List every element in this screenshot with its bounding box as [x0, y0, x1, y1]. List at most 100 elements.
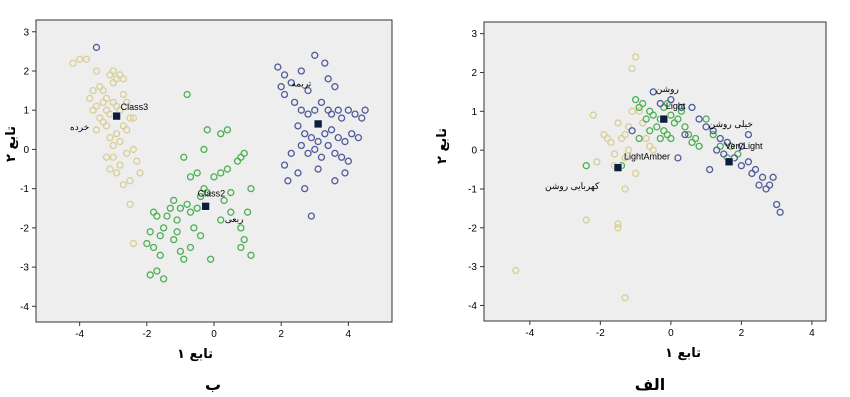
chart-panel-0: -4 -2 0 2 4 3 2 1 0 -1 -2 -3 -4 Class3 Class2 خرده ربعی ت…	[4, 19, 393, 394]
data-point	[176, 247, 185, 256]
data-point	[614, 220, 622, 228]
data-point	[86, 94, 94, 103]
data-point	[361, 106, 369, 114]
data-point	[106, 165, 114, 173]
data-point	[186, 243, 195, 252]
data-point	[358, 114, 366, 122]
data-point	[280, 161, 289, 169]
group-annotation: خرده	[70, 122, 89, 133]
data-point	[702, 123, 710, 131]
data-point	[614, 224, 622, 232]
data-point	[227, 208, 235, 216]
data-point	[334, 106, 342, 114]
y-tick-label: 0	[23, 145, 29, 156]
data-point	[119, 181, 127, 189]
y-tick-label: 3	[23, 27, 29, 38]
data-point	[744, 158, 753, 166]
data-point	[772, 200, 781, 209]
data-point	[247, 184, 255, 193]
data-point	[170, 235, 178, 244]
data-point	[512, 266, 520, 275]
data-point	[173, 228, 181, 236]
data-point	[301, 184, 309, 193]
data-point	[621, 185, 629, 193]
data-point	[190, 224, 198, 232]
data-point	[677, 103, 686, 112]
data-point	[705, 165, 714, 174]
data-point	[280, 71, 289, 79]
data-point	[744, 130, 753, 139]
data-point	[99, 118, 107, 126]
data-point	[649, 88, 657, 96]
panel-caption: الف	[635, 375, 666, 394]
data-point	[709, 127, 717, 135]
data-point	[203, 188, 211, 197]
data-point	[642, 115, 650, 123]
data-point	[112, 130, 121, 138]
data-point	[317, 98, 326, 107]
data-point	[287, 79, 295, 87]
y-tick-label: -4	[468, 301, 477, 312]
data-point	[196, 232, 205, 240]
data-point	[304, 86, 312, 95]
data-point	[136, 169, 144, 177]
data-point	[667, 134, 675, 143]
data-point	[341, 137, 349, 146]
x-tick-label: 0	[211, 329, 217, 340]
data-point	[206, 255, 215, 263]
data-point	[758, 173, 767, 181]
data-point	[146, 271, 154, 279]
data-point	[716, 134, 724, 143]
data-point	[311, 145, 319, 154]
data-point	[667, 96, 675, 104]
data-point	[99, 98, 107, 107]
data-point	[92, 67, 101, 75]
data-point	[297, 141, 305, 150]
data-point	[348, 130, 356, 138]
data-point	[116, 161, 124, 169]
group-annotation: کهربایی روشن	[545, 181, 600, 192]
data-point	[223, 126, 232, 134]
data-point	[119, 122, 127, 130]
data-point	[695, 142, 703, 150]
data-point	[247, 251, 255, 259]
data-point	[314, 165, 322, 173]
data-point	[280, 90, 289, 99]
data-point	[351, 110, 359, 118]
x-tick-label: -2	[142, 329, 151, 340]
data-point	[92, 126, 101, 134]
data-point	[628, 107, 636, 115]
data-point	[217, 169, 225, 177]
centroid-label: Class2	[198, 188, 226, 198]
panel-caption: ب	[205, 375, 221, 394]
data-point	[337, 114, 346, 122]
data-point	[109, 141, 117, 150]
data-point	[769, 173, 777, 181]
data-point	[614, 119, 622, 127]
data-point	[642, 134, 650, 143]
data-point	[196, 192, 205, 201]
series-1	[143, 90, 255, 283]
group-centroid	[313, 119, 323, 129]
data-point	[243, 208, 252, 216]
group-annotation: تریمه	[291, 79, 311, 90]
data-point	[674, 154, 682, 162]
data-point	[92, 102, 101, 110]
data-point	[582, 162, 590, 170]
data-point	[237, 243, 245, 252]
x-axis-label: تابع ۱	[665, 346, 701, 361]
data-point	[656, 99, 664, 108]
data-point	[143, 239, 151, 248]
series-0	[69, 55, 144, 248]
data-point	[720, 150, 728, 158]
data-point	[344, 106, 352, 114]
y-tick-label: -3	[468, 262, 477, 273]
data-point	[126, 114, 134, 122]
data-point	[713, 146, 721, 154]
data-point	[106, 134, 114, 142]
data-point	[337, 153, 346, 161]
data-point	[314, 137, 322, 146]
x-tick-label: 4	[346, 329, 352, 340]
data-point	[653, 123, 661, 131]
y-tick-label: -1	[20, 184, 29, 195]
